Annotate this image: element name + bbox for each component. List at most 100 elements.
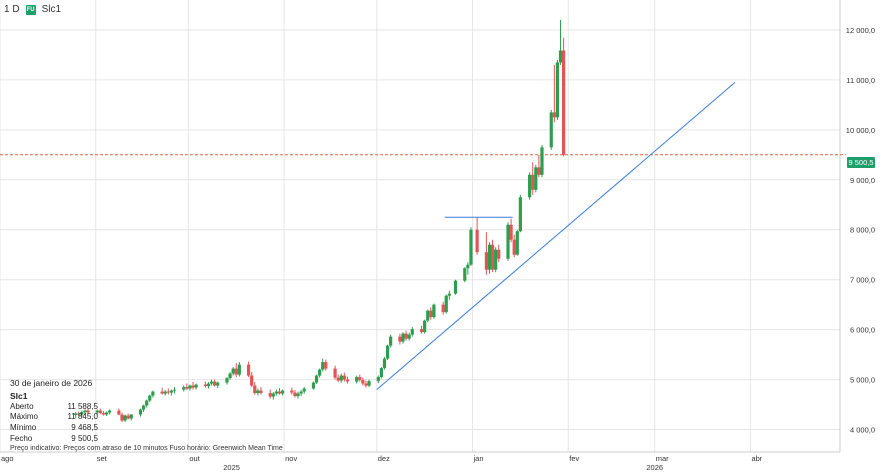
candle-body xyxy=(123,415,127,421)
candle-body xyxy=(518,197,522,232)
info-label: Mínimo xyxy=(10,423,37,433)
candle-body xyxy=(429,310,433,318)
candle-body xyxy=(342,375,346,380)
candle-body xyxy=(531,174,535,190)
candle-body xyxy=(407,334,411,339)
candle-body xyxy=(487,244,492,270)
candle-body xyxy=(209,381,214,384)
y-tick-label: 9 000,0 xyxy=(850,176,875,185)
candle-body xyxy=(163,391,167,394)
info-row-high: Máximo 11 845,0 xyxy=(10,412,98,423)
candle-body xyxy=(358,377,362,381)
candle-body xyxy=(336,377,340,381)
candle-body xyxy=(528,174,532,198)
candle-body xyxy=(142,405,146,410)
candle-body xyxy=(534,167,538,190)
candle-body xyxy=(490,244,495,270)
info-symbol: Slc1 xyxy=(10,390,28,401)
interval-label[interactable]: 1 D xyxy=(4,4,20,15)
x-tick-label: nov xyxy=(285,454,297,463)
delay-footnote: Preço indicativo: Preços com atraso de 1… xyxy=(10,445,283,452)
candle-body xyxy=(247,364,251,376)
candle-body xyxy=(108,410,112,413)
candle-body xyxy=(555,62,560,118)
candle-body xyxy=(382,358,387,369)
year-label: 2025 xyxy=(223,463,240,472)
candle-body xyxy=(225,378,229,383)
x-tick-label: out xyxy=(189,454,200,463)
candle-body xyxy=(274,391,278,394)
candle-body xyxy=(213,381,217,386)
candle-body xyxy=(367,381,371,386)
x-tick-label: dez xyxy=(378,454,390,463)
candle-body xyxy=(280,390,285,394)
x-tick-label: set xyxy=(97,454,108,463)
candle-body xyxy=(355,377,359,382)
y-tick-label: 4 000,0 xyxy=(850,426,875,435)
candle-body xyxy=(271,393,275,397)
candle-body xyxy=(250,375,254,386)
candle-body xyxy=(376,377,380,382)
y-tick-label: 5 000,0 xyxy=(850,376,875,385)
candle-body xyxy=(426,310,430,321)
candle-body xyxy=(339,375,343,381)
candle-body xyxy=(379,368,383,378)
candle-body xyxy=(361,380,365,384)
candle-body xyxy=(160,391,164,394)
candle-body xyxy=(552,112,556,118)
info-label: Máximo xyxy=(10,412,39,422)
candle-body xyxy=(441,304,445,313)
candle-body xyxy=(475,229,479,253)
candle-body xyxy=(169,390,173,393)
info-row-close: Fecho 9 500,5 xyxy=(10,434,98,445)
candle-body xyxy=(98,410,102,414)
candle-body xyxy=(364,383,368,386)
candle-body xyxy=(95,410,99,413)
candle-body xyxy=(321,362,325,370)
candle-body xyxy=(447,293,451,296)
candle-body xyxy=(423,320,427,333)
symbol-label[interactable]: Slc1 xyxy=(41,4,62,15)
candle-body xyxy=(138,409,143,415)
candle-body xyxy=(293,392,297,397)
candle-body xyxy=(469,229,473,265)
candle-body xyxy=(126,415,130,419)
candle-body xyxy=(206,383,211,387)
candle-body xyxy=(80,412,84,415)
info-date: 30 de janeiro de 2026 xyxy=(10,378,93,388)
candle-body xyxy=(299,391,303,394)
candle-body xyxy=(562,50,566,155)
candle-body xyxy=(302,388,306,392)
y-tick-label: 11 000,0 xyxy=(846,76,875,85)
candle-body xyxy=(259,390,263,394)
candle-body xyxy=(345,379,350,382)
candle-body xyxy=(444,295,448,313)
candle-body xyxy=(77,413,81,415)
candle-body xyxy=(385,345,390,359)
ohlc-info-panel: 30 de janeiro de 2026 Slc1 Aberto 11 588… xyxy=(10,378,98,445)
candle-body xyxy=(104,412,109,415)
candle-body xyxy=(86,410,90,413)
y-tick-label: 6 000,0 xyxy=(850,326,875,335)
x-tick-label: mar xyxy=(656,454,669,463)
candle-body xyxy=(120,414,124,421)
candle-body xyxy=(253,385,257,394)
candle-body xyxy=(398,336,402,342)
candle-body xyxy=(188,385,192,389)
info-value: 11 845,0 xyxy=(67,412,98,422)
candle-body xyxy=(231,368,235,374)
info-label: Aberto xyxy=(10,401,34,411)
candle-body xyxy=(494,249,498,270)
candle-body xyxy=(182,387,186,390)
candle-body xyxy=(432,304,436,318)
candle-body xyxy=(228,373,232,379)
candle-body xyxy=(268,393,272,397)
x-tick-label: ago xyxy=(1,454,14,463)
candle-body xyxy=(83,410,87,413)
candle-body xyxy=(509,224,513,240)
info-label: Fecho xyxy=(10,433,33,443)
y-tick-label: 7 000,0 xyxy=(850,276,875,285)
info-value: 9 468,5 xyxy=(71,423,98,433)
candle-body xyxy=(117,410,121,415)
